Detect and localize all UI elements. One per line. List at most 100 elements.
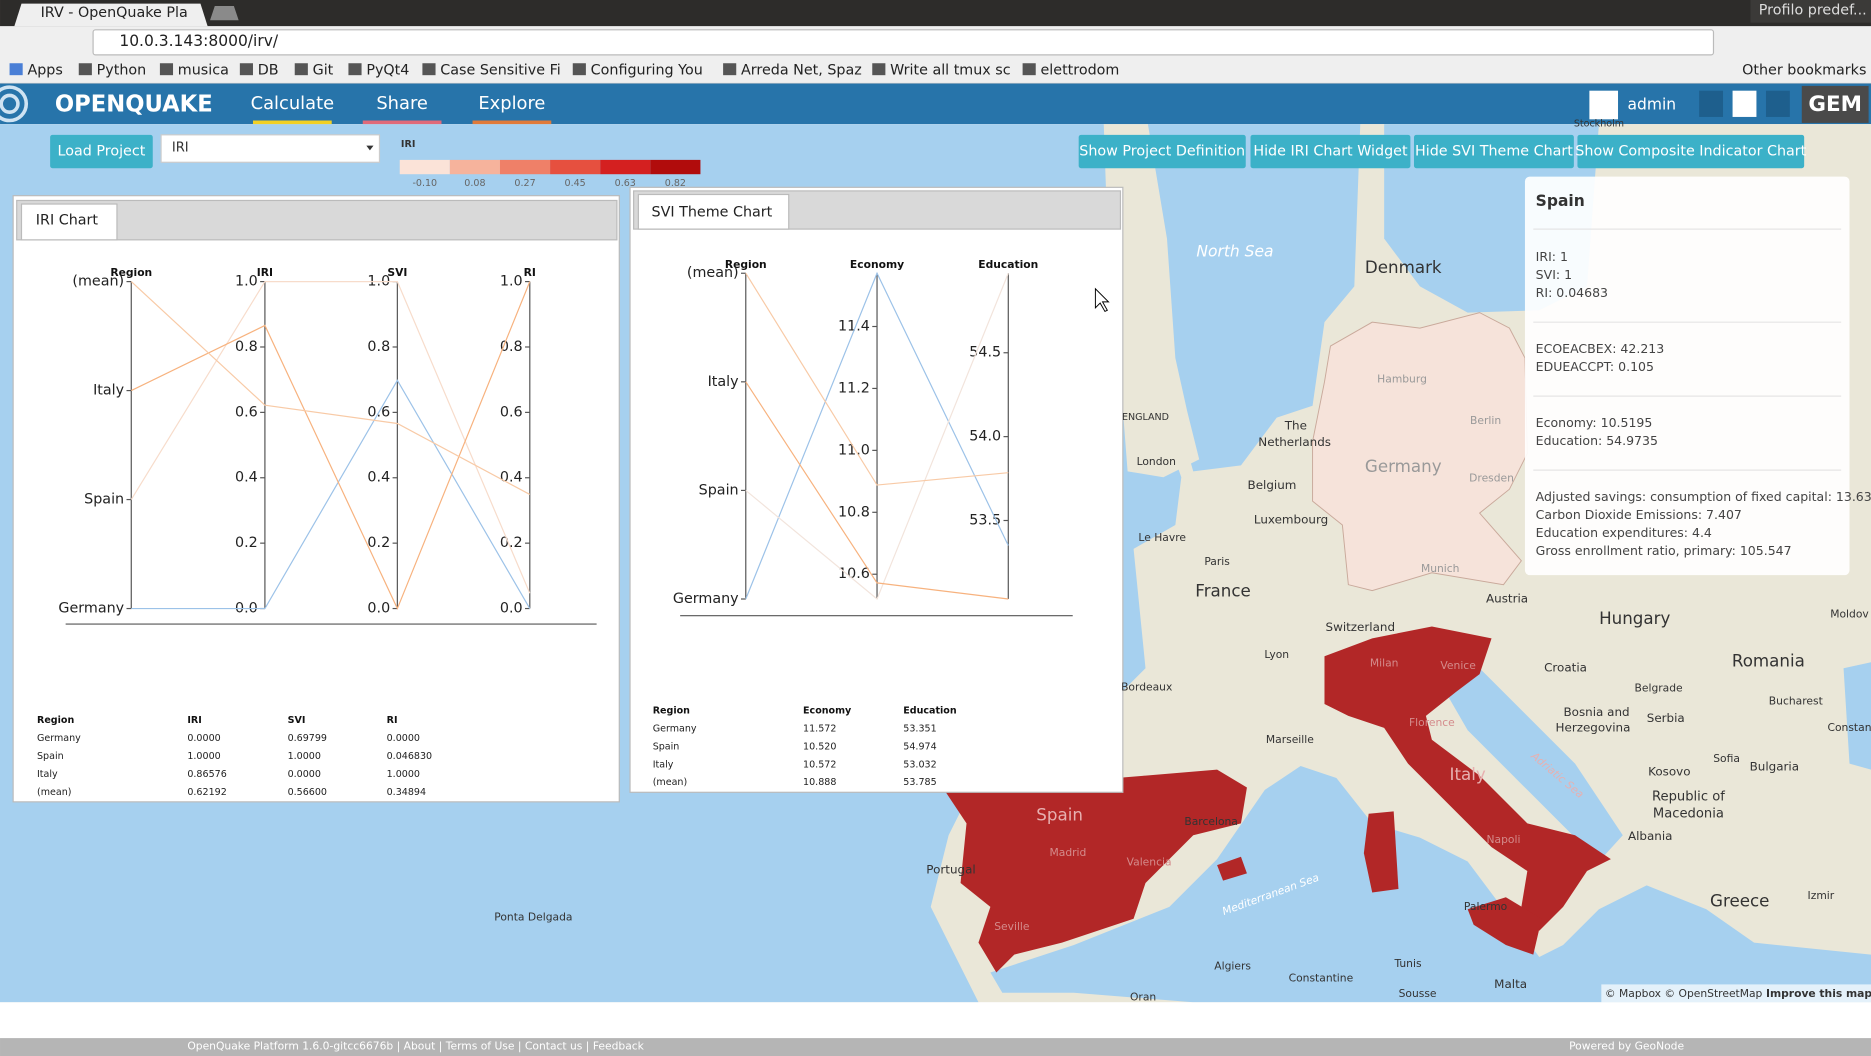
map-label: Switzerland: [1326, 620, 1396, 634]
footer-text: Powered by GeoNode: [1569, 1039, 1684, 1052]
tick-label: 10.8: [838, 504, 870, 520]
axis-title: Economy: [850, 258, 904, 271]
table-cell: 0.0000: [187, 733, 220, 744]
load-project-button[interactable]: [50, 134, 153, 169]
menu-item: Share: [376, 93, 428, 114]
bookmark-icon: [872, 63, 886, 76]
map-label: Belgrade: [1635, 681, 1684, 694]
map-label: London: [1137, 455, 1176, 468]
info-line: Economy: 10.5195: [1536, 415, 1653, 430]
tick-label: 0.2: [235, 535, 258, 551]
region-label: Germany: [58, 601, 124, 617]
footer: [0, 1038, 1871, 1056]
select-value: IRI: [172, 140, 189, 155]
map-label: Tunis: [1393, 957, 1421, 970]
button[interactable]: [1250, 134, 1411, 169]
italy[interactable]: [1363, 811, 1399, 893]
tab-label: IRI Chart: [36, 213, 99, 229]
axis-title: Region: [725, 258, 767, 271]
table-cell: Spain: [653, 741, 680, 752]
map-label: Napoli: [1487, 833, 1521, 846]
map-label: Izmir: [1808, 889, 1835, 902]
sea: [1431, 668, 1623, 862]
indicator-select[interactable]: [160, 134, 381, 163]
menu-item: Calculate: [251, 93, 334, 114]
logo-mark: [0, 85, 29, 123]
map-label: Sofia: [1713, 752, 1740, 765]
tick-label: 0.8: [235, 339, 258, 355]
map-label: Paris: [1204, 555, 1230, 568]
map-label: Austria: [1486, 591, 1528, 605]
address-bar[interactable]: [92, 29, 1715, 56]
table-header: Region: [37, 715, 74, 726]
search-icon[interactable]: [1699, 90, 1724, 117]
data-line: [130, 281, 531, 495]
map-label: Republic of: [1652, 790, 1725, 805]
italy[interactable]: [1324, 626, 1611, 931]
legend-swatch: [399, 159, 450, 175]
legend-swatch: [650, 159, 701, 175]
info-line: Education expenditures: 4.4: [1536, 525, 1712, 540]
map-label: Bulgaria: [1750, 760, 1799, 774]
bookmark-icon: [294, 63, 308, 76]
tab[interactable]: [14, 3, 208, 27]
region-label: (mean): [687, 265, 739, 281]
info-line: SVI: 1: [1536, 267, 1572, 282]
info-line: Education: 54.9735: [1536, 433, 1658, 448]
bookmark: Write all tmux sc: [890, 62, 1010, 78]
italy[interactable]: [1467, 897, 1542, 955]
button-label: Hide SVI Theme Chart: [1415, 144, 1573, 160]
legend-title: IRI: [401, 139, 415, 150]
spain[interactable]: [1217, 856, 1247, 881]
data-line: [745, 381, 1009, 600]
info-line: ECOEACBEX: 42.213: [1536, 341, 1665, 356]
tick-label: 0.6: [235, 404, 258, 420]
tick-label: 53.5: [969, 512, 1001, 528]
bookmark: elettrodom: [1041, 62, 1120, 78]
attribution: © Mapbox © OpenStreetMap: [1605, 987, 1763, 1000]
tick-label: 0.4: [367, 470, 390, 486]
button[interactable]: [1078, 134, 1246, 169]
menu-item: Explore: [478, 93, 545, 114]
table-cell: 10.572: [803, 759, 836, 770]
germany[interactable]: [1312, 312, 1528, 592]
bookmark-icon: [572, 63, 586, 76]
new-tab[interactable]: [210, 5, 239, 21]
help-icon[interactable]: [1732, 90, 1757, 117]
button[interactable]: [1413, 134, 1574, 169]
tick-label: 1.0: [235, 274, 258, 290]
tick-label: 0.2: [367, 535, 390, 551]
map-label: Constantine: [1289, 971, 1354, 984]
region-label: Germany: [673, 591, 739, 607]
gem-logo[interactable]: [1801, 85, 1869, 123]
button-label: Load Project: [58, 144, 146, 160]
map-label: Valencia: [1127, 856, 1172, 869]
sea: [1127, 124, 1361, 472]
tick-label: 0.2: [500, 535, 523, 551]
legend-label: -0.10: [412, 178, 437, 189]
map-label: Madrid: [1050, 846, 1087, 859]
map-label: Bosnia and: [1564, 705, 1630, 719]
spain[interactable]: [942, 769, 1247, 973]
bookmark: Python: [97, 62, 147, 78]
profile-button[interactable]: [1750, 0, 1871, 23]
share-icon[interactable]: [1765, 90, 1790, 117]
table-cell: 10.520: [803, 741, 836, 752]
table-cell: 0.0000: [387, 733, 420, 744]
bookmark: Arreda Net, Spaz: [741, 62, 862, 78]
legend-label: 0.63: [615, 178, 636, 189]
button[interactable]: [1577, 134, 1805, 169]
tick-label: 0.0: [500, 601, 523, 617]
info-line: Carbon Dioxide Emissions: 7.407: [1536, 507, 1742, 522]
map-label: Greece: [1710, 891, 1769, 911]
tab[interactable]: [20, 203, 118, 241]
map-label: ENGLAND: [1122, 412, 1169, 423]
map-label: Hungary: [1599, 608, 1670, 628]
user-icon[interactable]: [1589, 90, 1619, 120]
map-label: Bucharest: [1769, 695, 1823, 708]
map-label: Stockholm: [1574, 119, 1624, 130]
tab[interactable]: [637, 193, 790, 230]
user: admin: [1628, 96, 1677, 114]
bookmark-icon: [1022, 63, 1036, 76]
attribution-link[interactable]: Improve this map: [1766, 987, 1871, 1000]
